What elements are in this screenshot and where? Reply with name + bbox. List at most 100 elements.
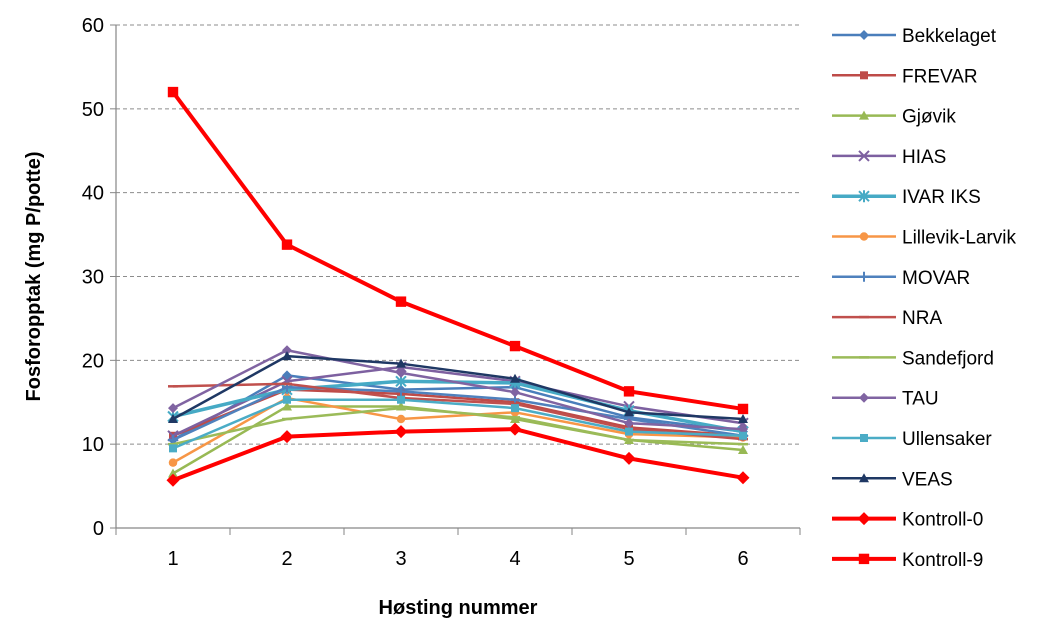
- series-line: [172, 354, 744, 421]
- legend-label: MOVAR: [902, 268, 970, 289]
- legend-label: IVAR IKS: [902, 187, 981, 208]
- series-ullensaker: [169, 395, 747, 453]
- series-line: [172, 385, 744, 442]
- legend-entry: Ullensaker: [832, 429, 992, 450]
- legend-entry: MOVAR: [832, 268, 970, 289]
- data-point: [168, 403, 178, 414]
- legend: Bekkelaget FREVAR Gjøvik HIAS IVAR IKS Lillev…: [832, 26, 1017, 571]
- data-point: [395, 296, 407, 307]
- x-tick-label: 2: [281, 548, 292, 570]
- legend-label: Bekkelaget: [902, 26, 997, 47]
- legend-label: Lillevik-Larvik: [902, 228, 1017, 249]
- data-point: [859, 232, 869, 241]
- legend-entry: FREVAR: [832, 66, 978, 87]
- data-point: [168, 468, 178, 478]
- x-tick-label: 5: [623, 548, 634, 570]
- series-line: [172, 427, 744, 483]
- data-point: [510, 387, 520, 398]
- data-point: [736, 471, 750, 485]
- data-point: [168, 458, 178, 467]
- data-point: [859, 473, 869, 483]
- series-veas: [168, 351, 748, 424]
- data-point: [623, 386, 635, 397]
- data-point: [283, 395, 291, 404]
- data-point: [281, 239, 293, 250]
- data-point: [508, 422, 522, 436]
- y-tick-label: 0: [93, 518, 104, 540]
- series-line: [172, 365, 744, 437]
- data-point: [394, 425, 408, 439]
- x-axis-title: Høsting nummer: [379, 597, 538, 619]
- series-line: [172, 382, 744, 441]
- legend-entry: Kontroll-9: [832, 550, 983, 571]
- series-line: [172, 406, 744, 446]
- y-tick-label: 20: [82, 350, 104, 372]
- data-point: [282, 351, 292, 361]
- legend-label: FREVAR: [902, 66, 978, 87]
- legend-entry: Bekkelaget: [832, 26, 997, 47]
- data-point: [168, 414, 178, 424]
- legend-label: TAU: [902, 389, 939, 410]
- x-tick-label: 4: [509, 548, 520, 570]
- series-lines: [166, 86, 750, 487]
- series-tau: [168, 345, 748, 435]
- data-point: [738, 424, 748, 435]
- y-tick-label: 30: [82, 267, 104, 289]
- data-point: [282, 401, 292, 411]
- legend-label: HIAS: [902, 147, 946, 168]
- data-point: [739, 431, 747, 440]
- data-point: [280, 430, 294, 444]
- data-point: [396, 367, 406, 378]
- series-line: [172, 374, 744, 442]
- legend-entry: VEAS: [832, 469, 953, 490]
- data-point: [858, 553, 870, 565]
- data-point: [860, 71, 868, 80]
- legend-entry: NRA: [832, 308, 942, 329]
- y-tick-label: 10: [82, 434, 104, 456]
- series-line: [171, 90, 744, 411]
- legend-label: NRA: [902, 308, 942, 329]
- data-point: [624, 407, 634, 417]
- legend-entry: Lillevik-Larvik: [832, 228, 1017, 249]
- data-point: [509, 340, 521, 352]
- legend-entry: TAU: [832, 389, 939, 410]
- legend-label: Kontroll-0: [902, 510, 983, 531]
- x-tick-label: 6: [737, 548, 748, 570]
- x-tick-labels: 1 2 3 4 5 6: [115, 528, 801, 570]
- data-point: [624, 418, 634, 429]
- series-kontroll-0: [166, 422, 750, 487]
- y-tick-label: 40: [82, 183, 104, 205]
- data-point: [860, 434, 868, 442]
- data-point: [858, 150, 870, 162]
- data-point: [167, 86, 179, 98]
- y-tick-labels: 0 10 20 30 40 50 60: [82, 15, 116, 540]
- data-point: [858, 190, 870, 203]
- data-point: [859, 110, 869, 120]
- legend-entry: HIAS: [832, 147, 946, 168]
- series-sandefjord: [168, 406, 748, 446]
- legend-label: Gjøvik: [902, 107, 956, 128]
- data-point: [166, 473, 180, 487]
- x-tick-label: 1: [167, 548, 178, 570]
- y-axis-title: Fosforopptak (mg P/potte): [23, 152, 45, 402]
- data-point: [282, 345, 292, 356]
- x-tick-label: 3: [395, 548, 406, 570]
- data-point: [857, 512, 871, 526]
- data-point: [859, 271, 869, 282]
- data-point: [625, 427, 633, 436]
- data-point: [511, 404, 519, 413]
- legend-entry: Kontroll-0: [832, 510, 983, 531]
- legend-label: Sandefjord: [902, 348, 994, 369]
- data-point: [396, 386, 406, 397]
- data-point: [169, 444, 177, 453]
- legend-entry: Gjøvik: [832, 107, 956, 128]
- series-line: [172, 388, 744, 438]
- legend-label: VEAS: [902, 469, 953, 490]
- data-point: [397, 395, 405, 404]
- y-tick-label: 50: [82, 99, 104, 121]
- data-point: [737, 403, 749, 415]
- legend-label: Ullensaker: [902, 429, 992, 450]
- data-point: [738, 414, 748, 424]
- data-point: [859, 392, 869, 403]
- y-tick-label: 60: [82, 15, 104, 37]
